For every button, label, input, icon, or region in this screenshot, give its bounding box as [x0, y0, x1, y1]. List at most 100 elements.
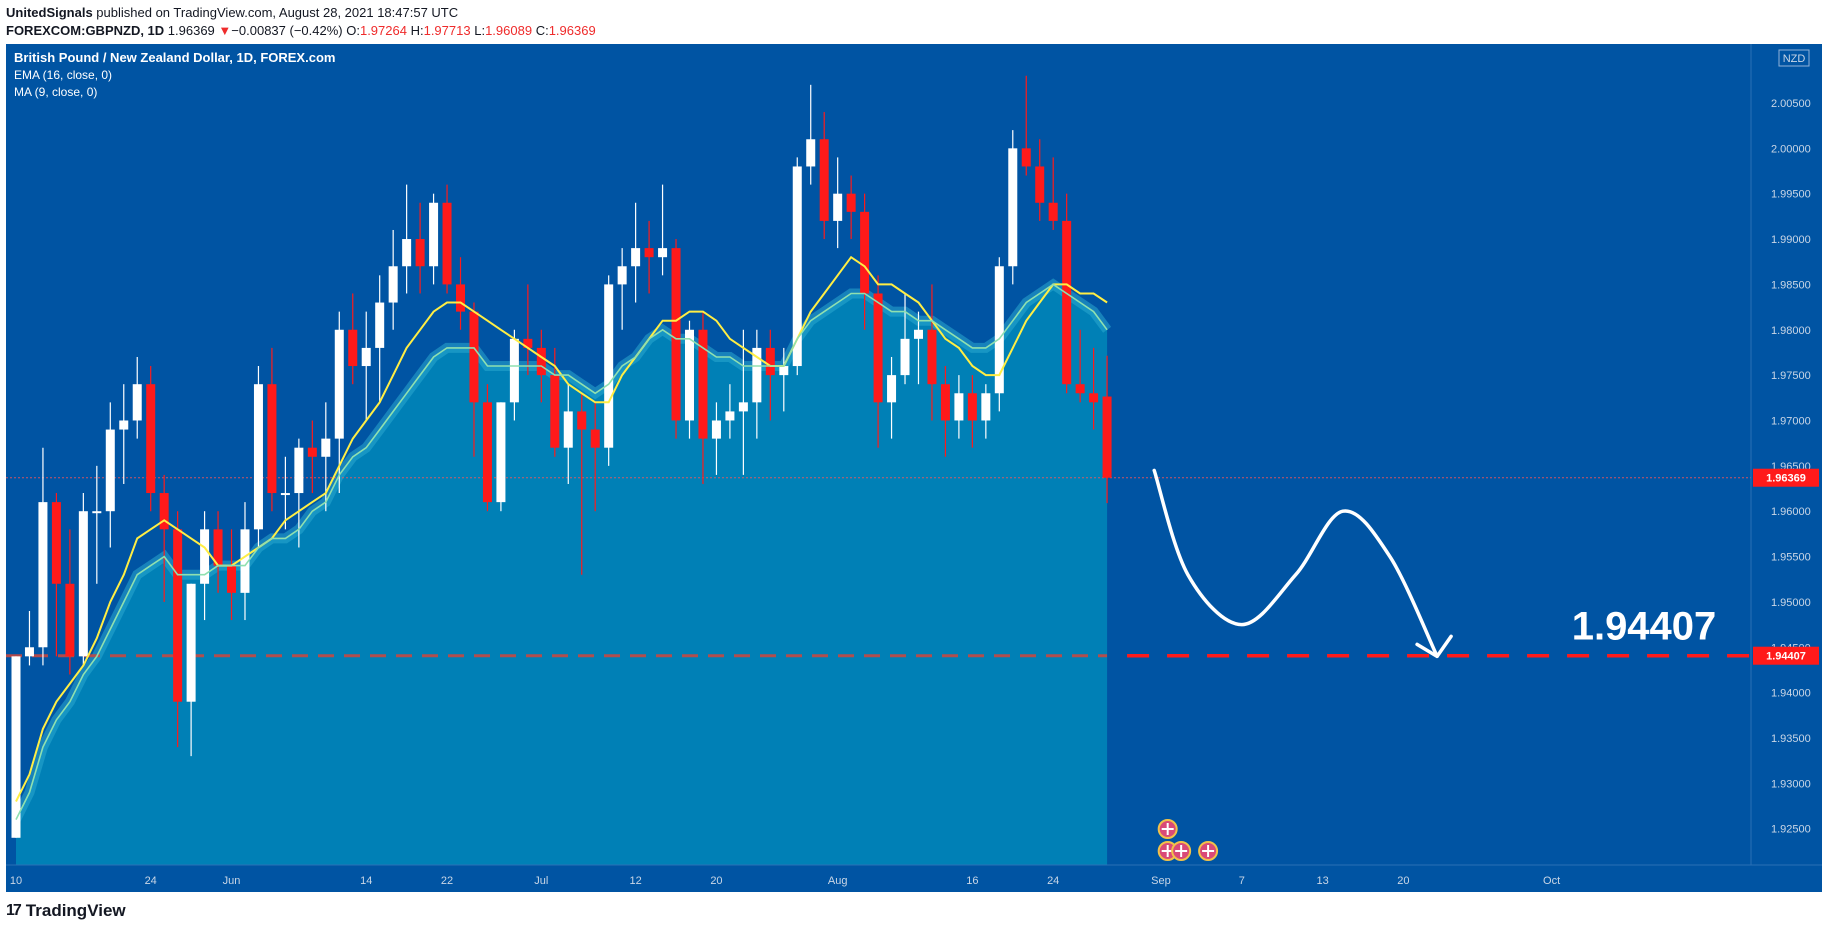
time-tick-label: Oct	[1543, 875, 1560, 887]
time-tick-label: Sep	[1151, 875, 1171, 887]
candle-body	[92, 511, 102, 514]
candle-body	[685, 329, 694, 421]
down-arrow-icon: ▼	[218, 23, 232, 38]
symbol-label: FOREXCOM:GBPNZD, 1D	[6, 23, 165, 38]
candle-body	[429, 202, 439, 267]
candle-body	[711, 420, 721, 439]
candle-body	[402, 239, 412, 267]
candle-body	[1048, 202, 1058, 221]
time-tick-label: 13	[1316, 875, 1328, 887]
candle-body	[1102, 396, 1112, 478]
candle-body	[846, 193, 856, 212]
candle-body	[617, 266, 627, 285]
candle-body	[590, 429, 600, 448]
candle-body	[779, 366, 789, 376]
close-value: 1.96369	[548, 23, 596, 38]
time-tick-label: 22	[441, 875, 453, 887]
candle-body	[1008, 148, 1018, 267]
candle-body	[954, 393, 964, 421]
candle-body	[132, 384, 142, 421]
time-tick-label: 24	[1047, 875, 1059, 887]
candle-body	[550, 375, 560, 448]
forecast-drawing	[1152, 468, 1453, 659]
candle-body	[24, 647, 34, 657]
tradingview-brand[interactable]: TradingView	[25, 901, 126, 920]
time-tick-label: 20	[710, 875, 722, 887]
price-axis-background	[1751, 44, 1822, 892]
candle-body	[913, 329, 923, 339]
time-tick-label: 10	[10, 875, 22, 887]
price-tick-label: 1.93000	[1771, 778, 1811, 790]
candle-body	[1075, 384, 1085, 394]
candle-body	[1021, 148, 1031, 167]
candle-body	[375, 302, 385, 348]
candle-body	[253, 384, 263, 530]
candle-body	[900, 338, 910, 376]
price-tick-label: 1.97500	[1771, 370, 1811, 382]
time-tick-label: 20	[1397, 875, 1409, 887]
tradingview-footer: 17 TradingView	[6, 900, 126, 922]
time-tick-label: Aug	[828, 875, 848, 887]
candle-body	[361, 347, 371, 367]
legend-ema[interactable]: EMA (16, close, 0)	[14, 68, 112, 82]
close-label: C:	[535, 23, 549, 38]
candle-body	[631, 248, 641, 267]
candle-body	[456, 284, 466, 312]
candle-body	[671, 248, 681, 421]
chart-container[interactable]: 1.925001.930001.935001.940001.945001.950…	[6, 44, 1822, 892]
candle-body	[792, 166, 802, 367]
forecast-arrowhead	[1415, 634, 1453, 659]
candle-body	[213, 529, 223, 566]
candle-body	[509, 338, 519, 403]
last-price-tag-box	[1753, 468, 1819, 487]
candle-body	[523, 338, 533, 348]
target-annotation[interactable]: 1.94407	[1572, 605, 1717, 649]
candle-body	[536, 347, 546, 376]
candle-body	[186, 583, 196, 702]
time-tick-label: 16	[966, 875, 978, 887]
candle-body	[873, 293, 883, 403]
candle-body	[321, 438, 331, 457]
tradingview-logo-icon[interactable]: 17	[6, 902, 22, 919]
candle-body	[280, 493, 290, 496]
change-value: −0.00837 (−0.42%)	[231, 23, 343, 38]
currency-badge-box	[1778, 49, 1810, 67]
candle-body	[482, 402, 492, 503]
price-tick-label: 1.97000	[1771, 415, 1811, 427]
legend-instrument[interactable]: British Pound / New Zealand Dollar, 1D, …	[14, 50, 335, 65]
time-tick-label: 12	[629, 875, 641, 887]
candle-body	[146, 384, 156, 494]
candle-body	[833, 193, 843, 221]
candle-body	[887, 375, 897, 403]
ema-area-fill	[16, 284, 1108, 865]
candle-body	[765, 347, 775, 376]
candle-body	[819, 139, 829, 221]
time-tick-label: 7	[1239, 875, 1245, 887]
price-chart[interactable]: 1.925001.930001.935001.940001.945001.950…	[6, 44, 1822, 892]
chart-legend: British Pound / New Zealand Dollar, 1D, …	[14, 50, 335, 99]
price-tick-label: 1.99500	[1771, 189, 1811, 201]
open-value: 1.97264	[359, 23, 407, 38]
price-tick-label: 1.96000	[1771, 506, 1811, 518]
candle-body	[752, 347, 762, 403]
candle-body	[173, 529, 183, 702]
target-price-tag: 1.94407	[1766, 651, 1806, 663]
time-tick-label: Jul	[534, 875, 548, 887]
low-value: 1.96089	[485, 23, 533, 38]
last-price: 1.96369	[167, 23, 215, 38]
publisher-name[interactable]: UnitedSignals	[6, 5, 93, 20]
high-value: 1.97713	[423, 23, 471, 38]
candle-body	[294, 447, 304, 494]
published-text: published on TradingView.com, August 28,…	[92, 5, 459, 20]
forecast-curve	[1152, 468, 1439, 659]
price-tick-label: 2.00500	[1771, 98, 1811, 110]
candle-body	[994, 266, 1004, 394]
price-tick-label: 1.95000	[1771, 597, 1811, 609]
candle-body	[38, 502, 48, 648]
legend-ma[interactable]: MA (9, close, 0)	[14, 85, 97, 99]
moving-averages	[15, 255, 1108, 820]
low-label: L:	[474, 23, 486, 38]
time-tick-label: 24	[145, 875, 157, 887]
ohlc-line: FOREXCOM:GBPNZD, 1D 1.96369 ▼−0.00837 (−…	[6, 22, 1806, 40]
candle-body	[78, 511, 88, 657]
